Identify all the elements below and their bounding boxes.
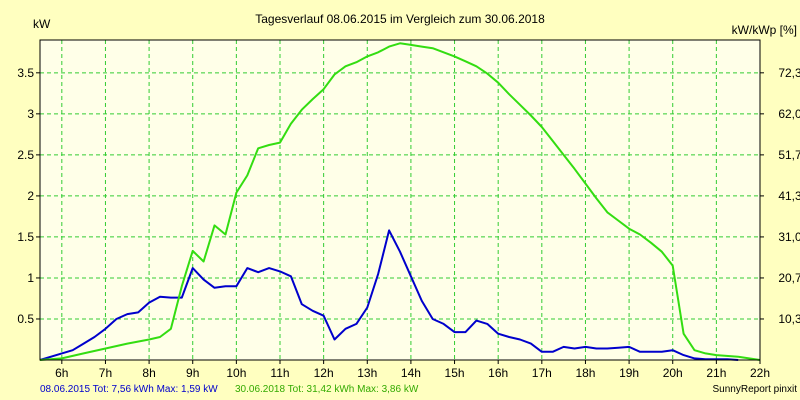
y-left-tick-label: 3.5 xyxy=(17,66,34,80)
series-line-2015 xyxy=(39,229,739,361)
x-tick-label: 15h xyxy=(445,366,465,380)
x-tick-label: 18h xyxy=(575,366,595,380)
y-axis-left-unit: kW xyxy=(33,17,51,31)
legend-2015: 08.06.2015 Tot: 7,56 kWh Max: 1,59 kW xyxy=(40,384,218,395)
chart-title: Tagesverlauf 08.06.2015 im Vergleich zum… xyxy=(255,12,545,26)
x-tick-label: 19h xyxy=(619,366,639,380)
y-right-tick-label: 72,3 xyxy=(778,66,800,80)
x-tick-label: 13h xyxy=(357,366,377,380)
x-tick-label: 21h xyxy=(706,366,726,380)
x-tick-label: 9h xyxy=(186,366,199,380)
y-left-tick-label: 0.5 xyxy=(17,312,34,326)
y-axis-right-unit: kW/kWp [%] xyxy=(732,23,797,37)
legend-2018: 30.06.2018 Tot: 31,42 kWh Max: 3,86 kW xyxy=(235,384,419,395)
plot-area xyxy=(40,40,760,360)
y-right-tick-label: 31,0 xyxy=(778,230,800,244)
x-tick-label: 22h xyxy=(750,366,770,380)
y-right-tick-label: 51,7 xyxy=(778,148,800,162)
x-tick-label: 11h xyxy=(270,366,289,380)
x-tick-label: 16h xyxy=(488,366,508,380)
x-tick-label: 20h xyxy=(663,366,683,380)
y-left-tick-label: 2 xyxy=(27,189,34,203)
y-left-tick-label: 1.5 xyxy=(17,230,34,244)
x-tick-label: 10h xyxy=(226,366,246,380)
y-right-tick-label: 20,7 xyxy=(778,271,800,285)
y-left-tick-label: 1 xyxy=(27,271,34,285)
y-right-tick-label: 62,0 xyxy=(778,107,800,121)
x-tick-label: 7h xyxy=(99,366,112,380)
credit-label: SunnyReport pinxit xyxy=(713,384,798,395)
gridlines xyxy=(40,40,760,360)
x-tick-label: 17h xyxy=(532,366,552,380)
y-left-tick-label: 3 xyxy=(27,107,34,121)
series-line-2018 xyxy=(39,42,761,361)
x-tick-label: 12h xyxy=(314,366,334,380)
plot-frame xyxy=(39,39,761,361)
y-left-tick-label: 2.5 xyxy=(17,148,34,162)
x-tick-label: 8h xyxy=(142,366,155,380)
x-tick-label: 14h xyxy=(401,366,421,380)
axis-ticks: 6h 7h 8h 9h 10h 11h 12h 13h 14h 15h 16h 17h 18h 19h 20… xyxy=(17,66,800,380)
series-layer xyxy=(39,42,761,361)
x-tick-label: 6h xyxy=(55,366,68,380)
y-right-tick-label: 10,3 xyxy=(778,312,800,326)
y-right-tick-label: 41,3 xyxy=(778,189,800,203)
